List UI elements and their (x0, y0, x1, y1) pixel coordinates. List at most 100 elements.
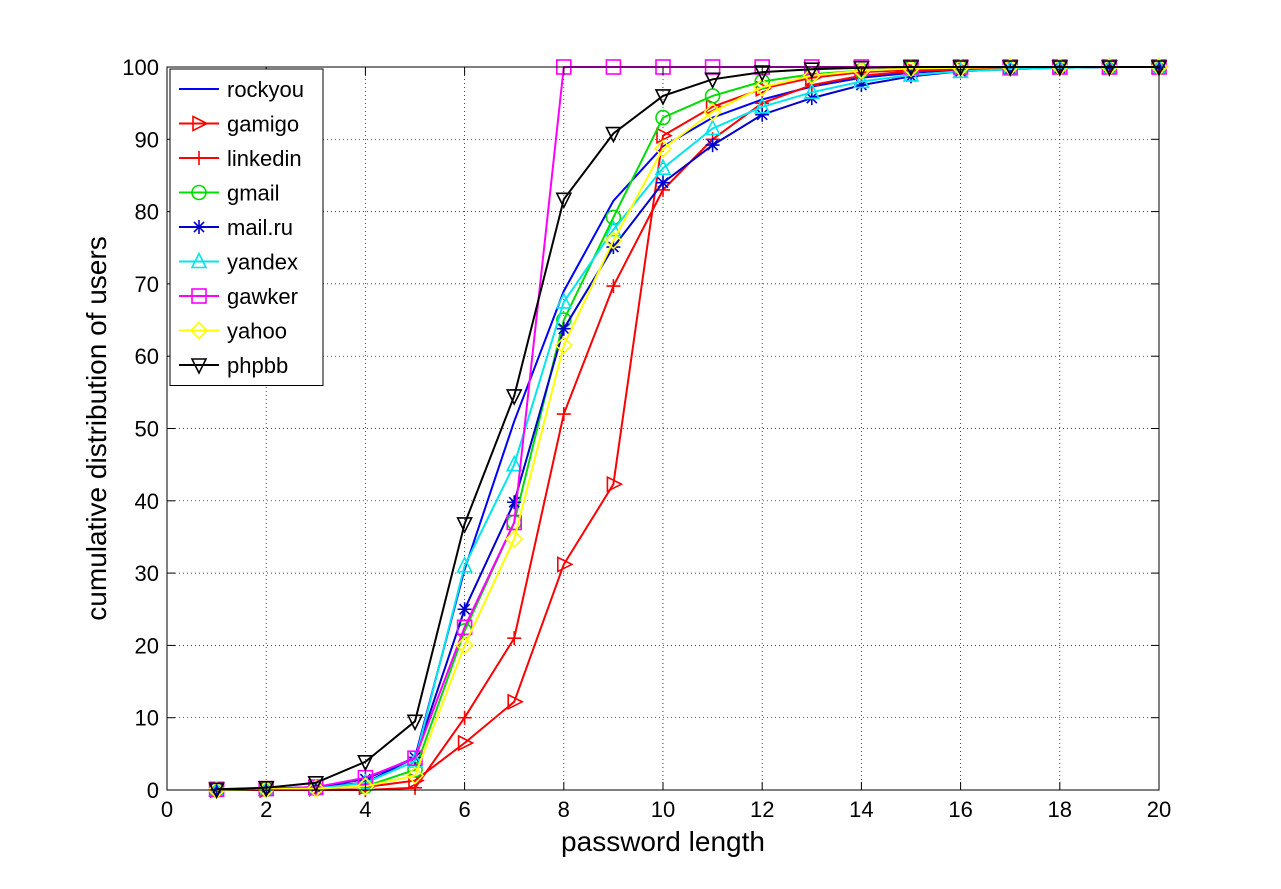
data-point-phpbb (1001, 60, 1019, 77)
y-tick-label: 20 (135, 633, 159, 658)
data-point-phpbb (555, 192, 573, 210)
x-tick-label: 8 (558, 797, 570, 822)
data-point-gawker (456, 619, 473, 636)
legend-marker-yandex (190, 251, 208, 269)
data-point-yandex (456, 556, 473, 573)
data-point-yahoo (653, 139, 673, 158)
legend-label-phpbb: phpbb (227, 353, 288, 378)
data-point-mail-ru (656, 175, 670, 190)
data-point-phpbb (1101, 60, 1118, 77)
legend-marker-linkedin (192, 151, 206, 165)
y-tick-label: 10 (135, 706, 159, 731)
legend-marker-mail-ru (192, 220, 206, 234)
data-point-phpbb (704, 72, 721, 90)
data-point-yandex (654, 158, 672, 176)
y-tick-label: 30 (135, 561, 159, 586)
data-point-gmail (655, 109, 671, 126)
y-tick-label: 50 (135, 417, 159, 442)
data-point-phpbb (456, 517, 473, 534)
data-point-yahoo (356, 777, 375, 796)
y-tick-label: 0 (147, 778, 159, 803)
data-point-yandex (505, 454, 523, 472)
data-point-mail-ru (507, 495, 522, 510)
data-point-mail-ru (556, 321, 571, 336)
data-point-gamigo (556, 556, 574, 573)
data-point-phpbb (307, 775, 325, 793)
legend-marker-gawker (191, 288, 207, 304)
data-point-linkedin (457, 710, 472, 725)
data-point-gamigo (606, 475, 624, 493)
series-line-yandex (216, 66, 1159, 791)
data-point-phpbb (406, 714, 424, 732)
data-point-yahoo (405, 766, 425, 785)
y-tick-label: 70 (135, 272, 159, 297)
legend-label-gamigo: gamigo (227, 112, 299, 137)
x-tick-label: 2 (260, 797, 272, 822)
data-point-phpbb (257, 781, 275, 798)
legend-marker-gmail (191, 184, 207, 201)
data-point-gawker (506, 514, 523, 531)
axis-ticks: 0 2 4 6 8 10 12 14 16 18 20 0 10 20 30 40 50 60 70 80 90 100 (122, 55, 1171, 822)
y-tick-label: 90 (135, 127, 159, 152)
legend-marker-gamigo (192, 115, 209, 132)
legend-label-gawker: gawker (227, 284, 298, 309)
legend-label-yahoo: yahoo (227, 319, 287, 344)
legend-label-rockyou: rockyou (227, 77, 304, 102)
data-point-gmail (605, 209, 622, 226)
data-point-mail-ru (606, 240, 621, 255)
data-point-phpbb (505, 389, 523, 406)
data-point-gamigo (656, 127, 673, 144)
x-tick-label: 20 (1147, 797, 1171, 822)
data-point-yandex (753, 96, 771, 114)
x-tick-label: 18 (1048, 797, 1072, 822)
data-point-yandex (555, 292, 573, 309)
legend: rockyou gamigo linkedin gmail mail.ru yandex g… (169, 68, 324, 386)
series-yandex (208, 57, 1168, 797)
data-point-phpbb (605, 126, 622, 144)
data-point-phpbb (902, 60, 920, 77)
x-axis-label: password length (561, 826, 765, 857)
x-tick-label: 0 (161, 797, 173, 822)
data-point-gamigo (507, 693, 524, 711)
data-point-yandex (605, 219, 622, 237)
data-point-yandex (952, 61, 969, 79)
data-point-phpbb (952, 60, 969, 77)
data-point-phpbb (853, 60, 870, 78)
data-point-yahoo (455, 636, 474, 655)
data-point-yahoo (604, 231, 623, 250)
data-point-phpbb (753, 65, 771, 82)
x-tick-label: 10 (651, 797, 675, 822)
x-tick-label: 4 (359, 797, 371, 822)
data-point-mail-ru (854, 78, 869, 93)
data-point-yahoo (554, 336, 573, 355)
data-point-phpbb (1051, 60, 1069, 77)
data-point-mail-ru (457, 602, 472, 617)
legend-label-yandex: yandex (227, 250, 298, 275)
legend-marker-yahoo (189, 321, 209, 340)
data-point-yahoo (802, 66, 821, 85)
data-point-yandex (704, 118, 721, 136)
data-point-yandex (853, 71, 870, 89)
data-point-phpbb (1150, 60, 1168, 77)
data-point-phpbb (654, 89, 672, 106)
legend-marker-phpbb (190, 358, 208, 375)
legend-label-mail-ru: mail.ru (227, 215, 293, 240)
data-point-linkedin (507, 631, 522, 646)
data-point-yahoo (753, 78, 772, 97)
y-tick-label: 60 (135, 344, 159, 369)
legend-label-gmail: gmail (227, 181, 280, 206)
y-tick-label: 40 (135, 489, 159, 514)
y-tick-label: 100 (122, 55, 159, 80)
data-point-yandex (803, 82, 821, 100)
x-tick-label: 6 (458, 797, 470, 822)
x-tick-label: 12 (750, 797, 774, 822)
legend-label-linkedin: linkedin (227, 146, 302, 171)
data-point-yahoo (505, 529, 524, 549)
x-tick-label: 14 (849, 797, 873, 822)
data-point-mail-ru (755, 107, 770, 122)
data-point-mail-ru (705, 138, 720, 153)
y-axis-label: cumulative distribution of users (81, 236, 112, 620)
data-point-yahoo (306, 779, 325, 798)
data-point-yahoo (703, 102, 722, 121)
